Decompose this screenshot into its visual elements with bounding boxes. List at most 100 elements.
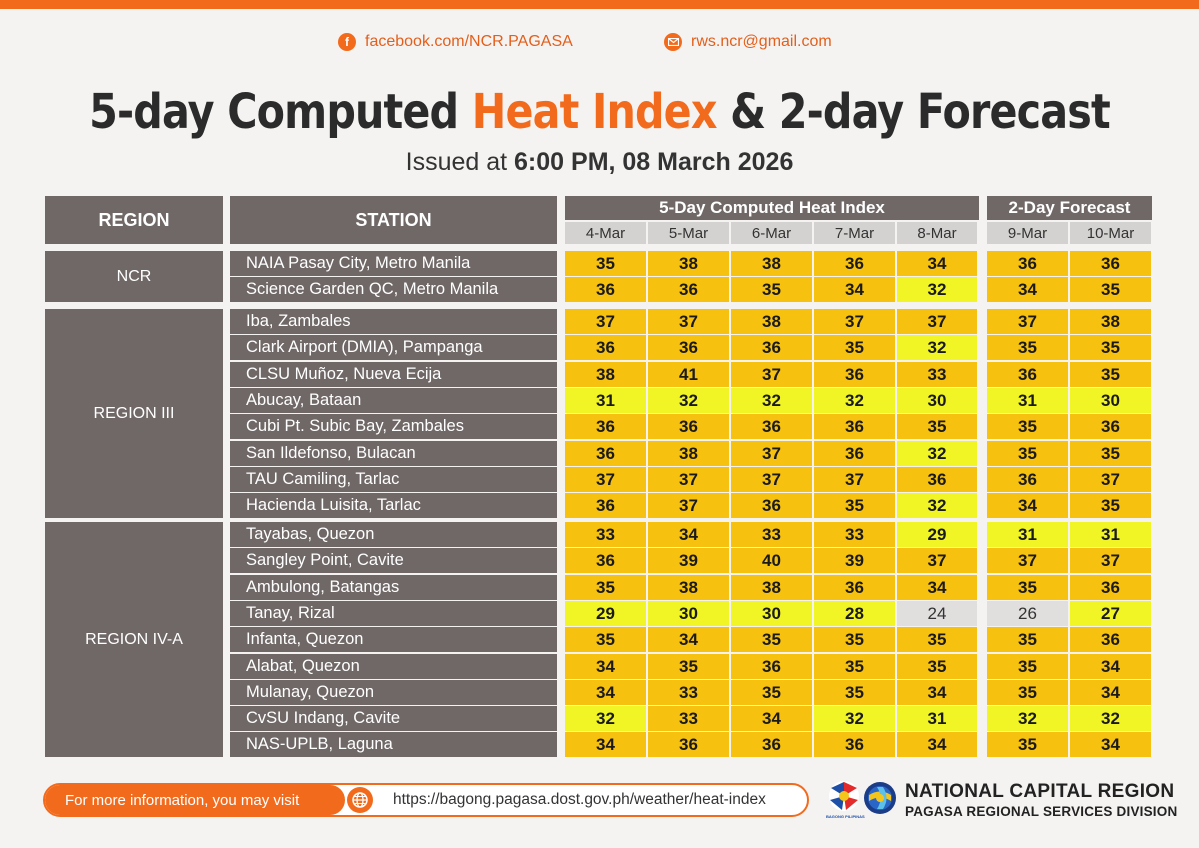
heat-index-cell: 35 <box>987 680 1068 705</box>
station-name: Iba, Zambales <box>230 309 557 334</box>
heat-index-cell: 36 <box>814 441 895 466</box>
heat-index-cell: 36 <box>648 277 729 302</box>
heat-index-cell: 35 <box>731 277 812 302</box>
title-part2: & 2-day Forecast <box>716 84 1111 140</box>
heat-index-cell: 24 <box>897 601 977 626</box>
heat-index-cell: 35 <box>648 654 729 679</box>
station-name: CvSU Indang, Cavite <box>230 706 557 731</box>
heat-index-cell: 38 <box>731 575 812 600</box>
heat-index-cell: 31 <box>897 706 977 731</box>
heat-index-cell: 36 <box>987 251 1068 276</box>
heat-index-cell: 36 <box>731 493 812 518</box>
heat-index-cell: 35 <box>1070 362 1151 387</box>
station-name: Cubi Pt. Subic Bay, Zambales <box>230 414 557 439</box>
heat-index-cell: 36 <box>1070 251 1151 276</box>
station-name: San Ildefonso, Bulacan <box>230 441 557 466</box>
heat-index-cell: 37 <box>987 309 1068 334</box>
heat-index-cell: 36 <box>565 548 646 573</box>
date-header: 4-Mar <box>565 222 646 244</box>
station-name: Clark Airport (DMIA), Pampanga <box>230 335 557 360</box>
header-forecast: 2-Day Forecast <box>987 196 1152 220</box>
heat-index-cell: 34 <box>987 493 1068 518</box>
facebook-contact[interactable]: f facebook.com/NCR.PAGASA <box>338 31 573 53</box>
heat-index-cell: 36 <box>1070 627 1151 652</box>
heat-index-cell: 37 <box>565 467 646 492</box>
heat-index-cell: 35 <box>987 441 1068 466</box>
agency-logos: BAGONG PILIPINAS <box>826 778 916 822</box>
footer-link-bar: For more information, you may visit http… <box>43 783 809 817</box>
heat-index-cell: 35 <box>731 680 812 705</box>
heat-index-cell: 34 <box>565 654 646 679</box>
station-name: TAU Camiling, Tarlac <box>230 467 557 492</box>
heat-index-cell: 34 <box>648 627 729 652</box>
station-name: Science Garden QC, Metro Manila <box>230 277 557 302</box>
heat-index-cell: 34 <box>565 680 646 705</box>
heat-index-cell: 35 <box>987 414 1068 439</box>
heat-index-cell: 36 <box>731 414 812 439</box>
org-line2: PAGASA REGIONAL SERVICES DIVISION <box>905 804 1178 819</box>
heat-index-cell: 36 <box>565 335 646 360</box>
heat-index-cell: 34 <box>897 680 977 705</box>
heat-index-cell: 35 <box>814 680 895 705</box>
heat-index-cell: 33 <box>814 522 895 547</box>
station-name: Abucay, Bataan <box>230 388 557 413</box>
heat-index-cell: 37 <box>731 441 812 466</box>
heat-index-cell: 37 <box>648 309 729 334</box>
globe-icon <box>347 787 373 813</box>
heat-index-cell: 38 <box>565 362 646 387</box>
heat-index-cell: 34 <box>1070 654 1151 679</box>
heat-index-cell: 31 <box>565 388 646 413</box>
date-header: 6-Mar <box>731 222 812 244</box>
heat-index-cell: 36 <box>814 575 895 600</box>
region-label: NCR <box>45 251 223 303</box>
email-link[interactable]: rws.ncr@gmail.com <box>691 33 832 50</box>
heat-index-cell: 33 <box>648 706 729 731</box>
heat-index-cell: 37 <box>731 362 812 387</box>
heat-index-cell: 36 <box>731 732 812 757</box>
facebook-link[interactable]: facebook.com/NCR.PAGASA <box>365 33 573 50</box>
heat-index-cell: 37 <box>987 548 1068 573</box>
heat-index-cell: 30 <box>648 601 729 626</box>
email-contact[interactable]: rws.ncr@gmail.com <box>664 31 832 53</box>
bagong-pilipinas-caption: BAGONG PILIPINAS <box>826 814 865 819</box>
heat-index-cell: 33 <box>731 522 812 547</box>
issued-prefix: Issued at <box>405 148 515 176</box>
heat-index-cell: 36 <box>731 654 812 679</box>
heat-index-cell: 38 <box>648 441 729 466</box>
heat-index-cell: 38 <box>731 309 812 334</box>
date-header: 5-Mar <box>648 222 729 244</box>
heat-index-cell: 35 <box>565 251 646 276</box>
heat-index-cell: 32 <box>897 493 977 518</box>
heat-index-cell: 37 <box>565 309 646 334</box>
bagong-pilipinas-logo <box>829 781 896 814</box>
mail-icon <box>664 33 682 51</box>
heat-index-cell: 29 <box>897 522 977 547</box>
heat-index-cell: 37 <box>648 467 729 492</box>
heat-index-cell: 27 <box>1070 601 1151 626</box>
org-line1: NATIONAL CAPITAL REGION <box>905 781 1175 802</box>
heat-index-cell: 36 <box>648 732 729 757</box>
heat-index-cell: 35 <box>987 335 1068 360</box>
date-header: 9-Mar <box>987 222 1068 244</box>
heat-index-cell: 41 <box>648 362 729 387</box>
heat-index-cell: 32 <box>814 706 895 731</box>
heat-index-cell: 37 <box>731 467 812 492</box>
heat-index-cell: 35 <box>897 414 977 439</box>
heat-index-cell: 32 <box>565 706 646 731</box>
footer-prompt: For more information, you may visit <box>45 785 345 815</box>
heat-index-cell: 37 <box>897 548 977 573</box>
heat-index-url[interactable]: https://bagong.pagasa.dost.gov.ph/weathe… <box>393 791 766 808</box>
heat-index-cell: 37 <box>814 467 895 492</box>
heat-index-cell: 33 <box>648 680 729 705</box>
title-highlight: Heat Index <box>471 84 718 140</box>
heat-index-cell: 37 <box>1070 467 1151 492</box>
heat-index-cell: 36 <box>565 277 646 302</box>
heat-index-cell: 39 <box>648 548 729 573</box>
heat-index-cell: 35 <box>1070 335 1151 360</box>
heat-index-cell: 34 <box>814 277 895 302</box>
heat-index-cell: 31 <box>1070 522 1151 547</box>
heat-index-cell: 34 <box>897 732 977 757</box>
heat-index-cell: 35 <box>897 627 977 652</box>
heat-index-cell: 36 <box>814 414 895 439</box>
station-name: NAS-UPLB, Laguna <box>230 732 557 757</box>
